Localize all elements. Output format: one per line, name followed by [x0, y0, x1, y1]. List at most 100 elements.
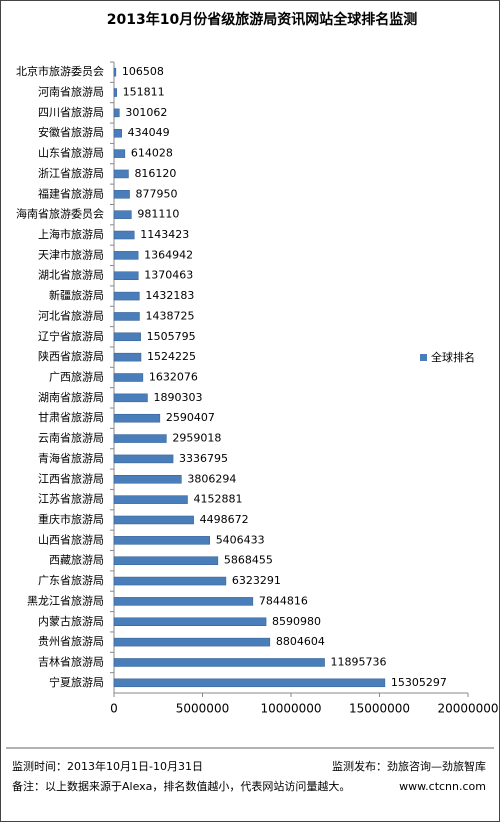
y-tick-label: 广东省旅游局	[38, 573, 104, 587]
value-label: 981110	[137, 208, 179, 221]
x-tick-label: 0	[110, 702, 118, 716]
bar	[113, 495, 188, 504]
value-label: 15305297	[391, 676, 447, 689]
y-tick-label: 河北省旅游局	[38, 308, 104, 322]
bar	[113, 149, 126, 158]
bar	[113, 291, 140, 301]
x-tick-label: 20000000	[437, 702, 498, 716]
bar	[113, 210, 132, 219]
y-tick-label: 江西省旅游局	[38, 471, 104, 485]
value-label: 3806294	[187, 472, 236, 485]
bar	[113, 536, 210, 545]
y-tick-label: 浙江省旅游局	[38, 166, 104, 180]
y-tick-label: 上海市旅游局	[38, 227, 104, 241]
y-tick-label: 重庆市旅游局	[38, 512, 104, 526]
bar	[113, 434, 167, 443]
value-label: 301062	[125, 106, 167, 119]
bar	[113, 576, 227, 586]
value-label: 1505795	[147, 330, 196, 343]
value-label: 816120	[134, 167, 176, 180]
footer-note: 备注：以上数据来源于Alexa，排名数值越小，代表网站访问量越大。	[12, 779, 350, 793]
value-label: 434049	[128, 126, 170, 139]
y-tick-label: 辽宁省旅游局	[38, 329, 104, 343]
footer-publisher: 监测发布：劲旅咨询—劲旅智库	[332, 759, 486, 773]
bar	[113, 556, 219, 565]
bar	[113, 352, 142, 362]
y-tick-label: 广西旅游局	[49, 370, 104, 384]
bar	[113, 169, 129, 179]
y-tick-label: 江苏省旅游局	[38, 492, 104, 506]
bar	[113, 251, 139, 260]
bar	[113, 617, 267, 627]
value-label: 1370463	[144, 269, 193, 282]
value-label: 2590407	[166, 411, 215, 424]
bar	[113, 230, 135, 240]
y-tick-label: 青海省旅游局	[38, 451, 104, 465]
x-tick-label: 10000000	[260, 702, 321, 716]
y-tick-label: 宁夏旅游局	[49, 675, 104, 689]
bar	[113, 637, 271, 647]
y-tick-label: 四川省旅游局	[38, 105, 104, 119]
y-tick-label: 北京市旅游委员会	[16, 64, 104, 78]
bar	[113, 128, 122, 138]
y-tick-label: 黑龙江省旅游局	[27, 593, 104, 607]
legend-swatch	[420, 354, 427, 361]
x-tick-label: 15000000	[349, 702, 410, 716]
bar	[113, 678, 386, 688]
bar	[113, 190, 130, 199]
value-label: 7844816	[259, 594, 308, 607]
value-label: 2959018	[172, 432, 221, 445]
bar	[113, 88, 117, 97]
bar	[113, 658, 325, 667]
y-tick-label: 西藏旅游局	[49, 553, 104, 567]
value-label: 4498672	[200, 513, 249, 526]
bar	[113, 271, 139, 280]
y-tick-label: 吉林省旅游局	[38, 654, 104, 668]
value-label: 1632076	[149, 371, 198, 384]
chart-title: 2013年10月份省级旅游局资讯网站全球排名监测	[107, 11, 417, 28]
y-tick-label: 贵州省旅游局	[38, 634, 104, 648]
y-tick-label: 湖南省旅游局	[38, 390, 104, 404]
y-tick-label: 海南省旅游委员会	[16, 207, 104, 221]
value-label: 1143423	[140, 228, 189, 241]
y-tick-label: 天津市旅游局	[38, 247, 104, 261]
bar	[113, 312, 140, 321]
footer-time: 监测时间：2013年10月1日-10月31日	[12, 759, 203, 773]
value-label: 8804604	[276, 635, 325, 648]
value-label: 151811	[123, 86, 165, 99]
y-tick-label: 山西省旅游局	[38, 532, 104, 546]
bar	[113, 67, 117, 77]
bar	[113, 373, 144, 382]
value-label: 1432183	[145, 289, 194, 302]
value-label: 877950	[136, 187, 178, 200]
y-tick-label: 云南省旅游局	[38, 431, 104, 445]
y-tick-label: 陕西省旅游局	[38, 349, 104, 363]
value-label: 1364942	[144, 248, 193, 261]
bar	[113, 454, 174, 464]
y-tick-label: 新疆旅游局	[49, 288, 104, 302]
bar	[113, 475, 182, 484]
value-label: 6323291	[232, 574, 281, 587]
value-label: 8590980	[272, 615, 321, 628]
y-tick-label: 内蒙古旅游局	[38, 614, 104, 628]
value-label: 5868455	[224, 554, 273, 567]
y-tick-label: 安徽省旅游局	[38, 125, 104, 139]
footer-site: www.ctcnn.com	[399, 780, 486, 793]
y-tick-label: 湖北省旅游局	[38, 268, 104, 282]
bar	[113, 597, 254, 606]
bar	[113, 332, 141, 342]
bar	[113, 108, 120, 118]
y-tick-label: 甘肃省旅游局	[38, 410, 104, 424]
value-label: 106508	[122, 65, 164, 78]
legend-label: 全球排名	[431, 350, 475, 364]
value-label: 1890303	[153, 391, 202, 404]
bar	[113, 393, 148, 403]
value-label: 4152881	[194, 493, 243, 506]
value-label: 3336795	[179, 452, 228, 465]
x-tick-label: 5000000	[176, 702, 229, 716]
value-label: 5406433	[216, 533, 265, 546]
value-label: 1524225	[147, 350, 196, 363]
value-label: 614028	[131, 147, 173, 160]
y-tick-label: 福建省旅游局	[38, 186, 104, 200]
